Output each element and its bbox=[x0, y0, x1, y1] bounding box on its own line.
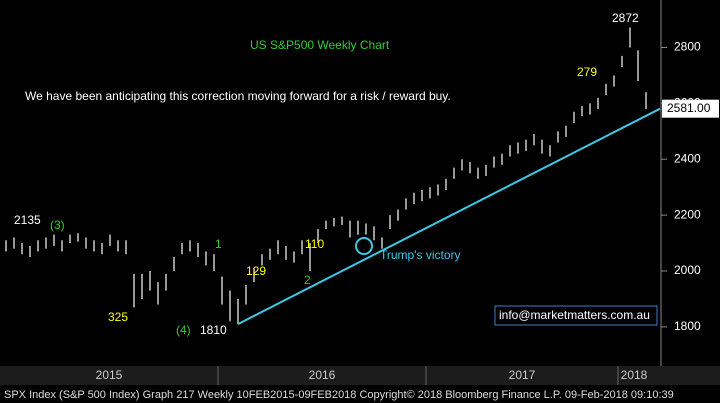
annotation: 129 bbox=[246, 264, 266, 278]
email-box bbox=[494, 305, 658, 326]
annotation: (3) bbox=[50, 218, 65, 232]
x-tick-label: 2017 bbox=[509, 368, 536, 382]
last-price-box bbox=[662, 99, 719, 118]
annotation: 2135 bbox=[14, 213, 41, 227]
annotation: 279 bbox=[577, 65, 597, 79]
annotation: 1810 bbox=[200, 323, 227, 337]
annotation: 2 bbox=[304, 273, 311, 287]
chart-title: US S&P500 Weekly Chart bbox=[250, 38, 390, 52]
y-tick-label: 2200 bbox=[674, 207, 701, 221]
annotation: 1 bbox=[215, 237, 222, 251]
annotation: 2872 bbox=[612, 11, 639, 25]
event-marker bbox=[355, 237, 373, 255]
x-tick-label: 2015 bbox=[96, 368, 123, 382]
annotation: Trump's victory bbox=[380, 248, 461, 262]
x-tick-label: 2018 bbox=[621, 368, 648, 382]
footer: SPX Index (S&P 500 Index) Graph 217 Week… bbox=[4, 389, 674, 401]
x-tick-label: 2016 bbox=[309, 368, 336, 382]
y-tick-label: 1800 bbox=[674, 319, 701, 333]
annotation: 110 bbox=[305, 237, 324, 251]
annotation: (4) bbox=[176, 323, 191, 337]
trendline bbox=[237, 107, 661, 325]
annotation: 325 bbox=[108, 310, 128, 324]
last-price-label: 2581.00 bbox=[667, 101, 711, 115]
y-tick-label: 2000 bbox=[674, 263, 701, 277]
subtitle: We have been anticipating this correctio… bbox=[25, 89, 451, 103]
email: info@marketmatters.com.au bbox=[499, 308, 650, 322]
x-axis-band bbox=[0, 366, 720, 385]
y-tick-label: 2400 bbox=[674, 151, 701, 165]
y-tick-label: 2800 bbox=[674, 40, 701, 54]
